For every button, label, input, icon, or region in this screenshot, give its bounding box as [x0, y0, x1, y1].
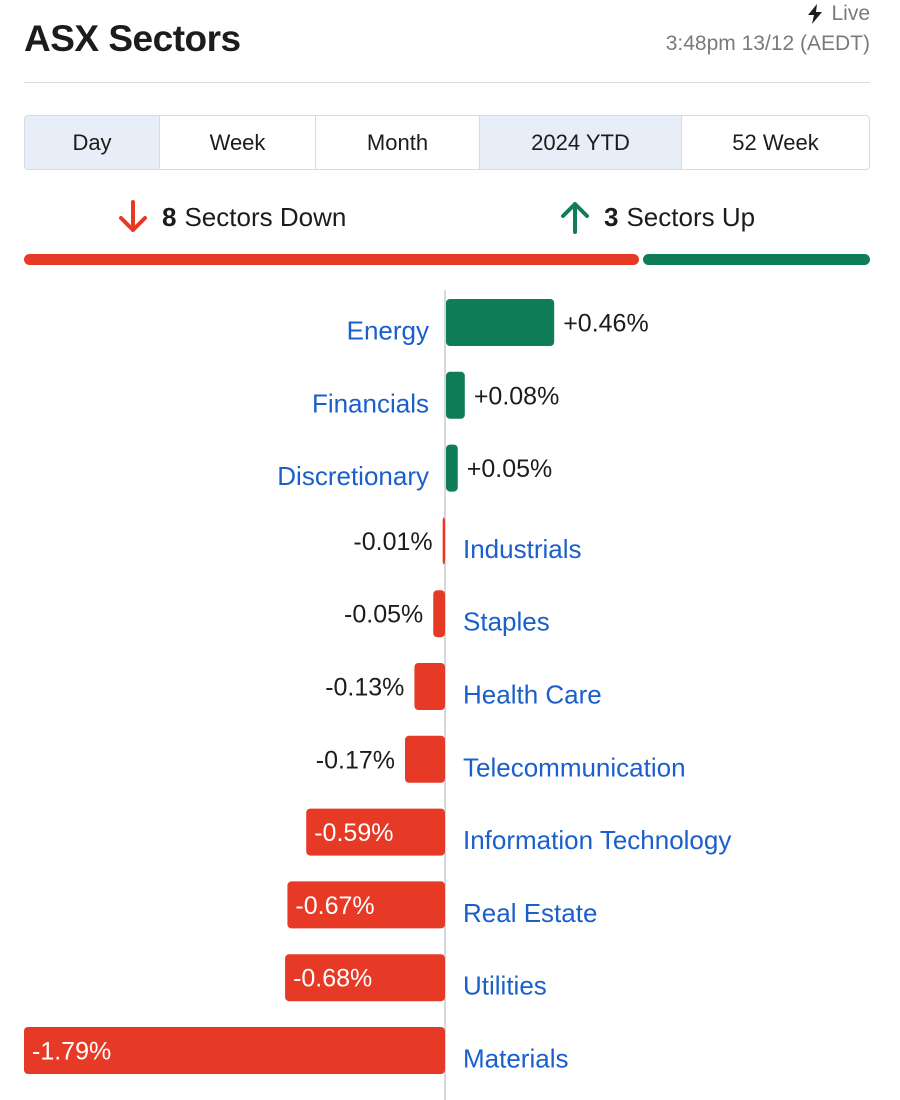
lightning-bolt-icon	[808, 4, 823, 24]
live-indicator: Live	[807, 2, 870, 26]
bar-financials	[446, 371, 465, 419]
value-label-staples: -0.05%	[344, 601, 423, 629]
sector-bar-chart: Energy +0.46% Financials +0.08% Discretionar…	[24, 290, 731, 1100]
arrow-up-icon	[561, 202, 589, 234]
bar-utilities	[285, 954, 445, 1002]
value-label-financials: +0.08%	[474, 382, 560, 410]
category-label-information-technology[interactable]: Information Technology	[463, 825, 731, 855]
bar-telecommunication	[405, 735, 445, 783]
bar-materials	[24, 1027, 445, 1074]
bar-industrials	[442, 517, 445, 565]
category-label-industrials[interactable]: Industrials	[463, 534, 582, 564]
sectors-down-count: 8	[162, 201, 177, 232]
value-label-health-care: -0.13%	[325, 674, 404, 702]
sectors-up-ratio-bar	[643, 254, 870, 265]
tab-52-week[interactable]: 52 Week	[732, 130, 819, 155]
value-label-discretionary: +0.05%	[467, 455, 553, 483]
bar-discretionary	[446, 444, 458, 492]
sectors-down-label: Sectors Down	[184, 201, 347, 232]
sectors-down-ratio-bar	[24, 254, 639, 265]
value-label-energy: +0.46%	[563, 310, 649, 338]
sectors-up-count: 3	[604, 201, 619, 232]
tab-2024-ytd[interactable]: 2024 YTD	[480, 116, 682, 169]
arrow-down-icon	[119, 200, 147, 232]
bar-real-estate	[287, 881, 445, 929]
live-label: Live	[831, 2, 870, 25]
category-label-staples[interactable]: Staples	[463, 607, 550, 637]
value-label-real-estate: -0.67%	[295, 892, 374, 920]
header: ASX Sectors Live 3:48pm 13/12 (AEDT)	[24, 0, 870, 83]
category-label-financials[interactable]: Financials	[312, 388, 429, 418]
category-label-real-estate[interactable]: Real Estate	[463, 898, 597, 928]
value-label-information-technology: -0.59%	[314, 819, 393, 847]
value-label-utilities: -0.68%	[293, 965, 372, 993]
sectors-up-label: Sectors Up	[626, 201, 756, 232]
tab-day[interactable]: Day	[25, 116, 160, 169]
bar-energy	[446, 299, 555, 346]
bar-information-technology	[306, 808, 445, 856]
timestamp: 3:48pm 13/12 (AEDT)	[665, 32, 870, 55]
sectors-down-summary: 8 Sectors Down	[118, 200, 346, 234]
category-label-discretionary[interactable]: Discretionary	[277, 461, 429, 491]
page-title: ASX Sectors	[24, 18, 241, 59]
bar-staples	[433, 590, 445, 638]
sectors-up-summary: 3 Sectors Up	[560, 200, 755, 234]
value-label-telecommunication: -0.17%	[316, 746, 395, 774]
value-label-materials: -1.79%	[32, 1038, 111, 1066]
bar-health-care	[414, 663, 445, 710]
value-label-industrials: -0.01%	[353, 528, 432, 556]
tab-month[interactable]: Month	[316, 116, 480, 169]
category-label-utilities[interactable]: Utilities	[463, 971, 547, 1001]
category-label-energy[interactable]: Energy	[347, 316, 429, 346]
period-tabs: Day Week Month 2024 YTD 52 Week	[24, 115, 870, 170]
tab-week[interactable]: Week	[160, 116, 316, 169]
category-label-telecommunication[interactable]: Telecommunication	[463, 752, 686, 782]
category-label-materials[interactable]: Materials	[463, 1044, 568, 1074]
category-label-health-care[interactable]: Health Care	[463, 680, 602, 710]
